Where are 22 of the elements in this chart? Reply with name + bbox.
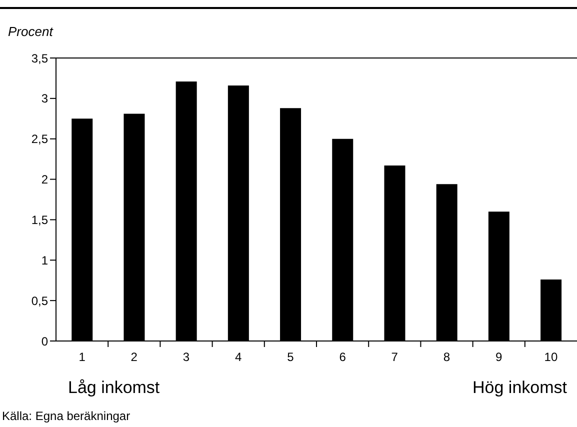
y-tick-label: 2 [41,172,48,187]
x-tick-label: 1 [78,350,86,364]
x-tick-label: 2 [130,350,138,364]
x-tick-label: 4 [235,350,242,364]
x-tick-label: 9 [496,350,503,364]
x-tick-label: 3 [182,350,190,364]
text: Låg inkomst [68,378,160,397]
y-tick-label: 3,5 [31,51,48,66]
x-tick-label: 6 [339,350,346,364]
y-tick-label: 3 [41,92,48,106]
x-tick-label: 8 [443,350,450,364]
y-tick-label: 2,5 [31,132,48,146]
text: Källa: Egna beräkningar [2,409,130,423]
y-tick-label: 0,5 [31,294,48,308]
text: Hög inkomst [472,378,567,397]
x-tick-label: 5 [287,350,294,364]
x-tick-label: 10 [544,350,558,364]
y-tick-label: 1,5 [31,212,48,227]
x-tick-label: 7 [391,350,398,364]
y-axis-title: Procent [8,24,53,39]
y-tick-label: 1 [41,253,48,268]
y-tick-label: 0 [41,334,48,348]
